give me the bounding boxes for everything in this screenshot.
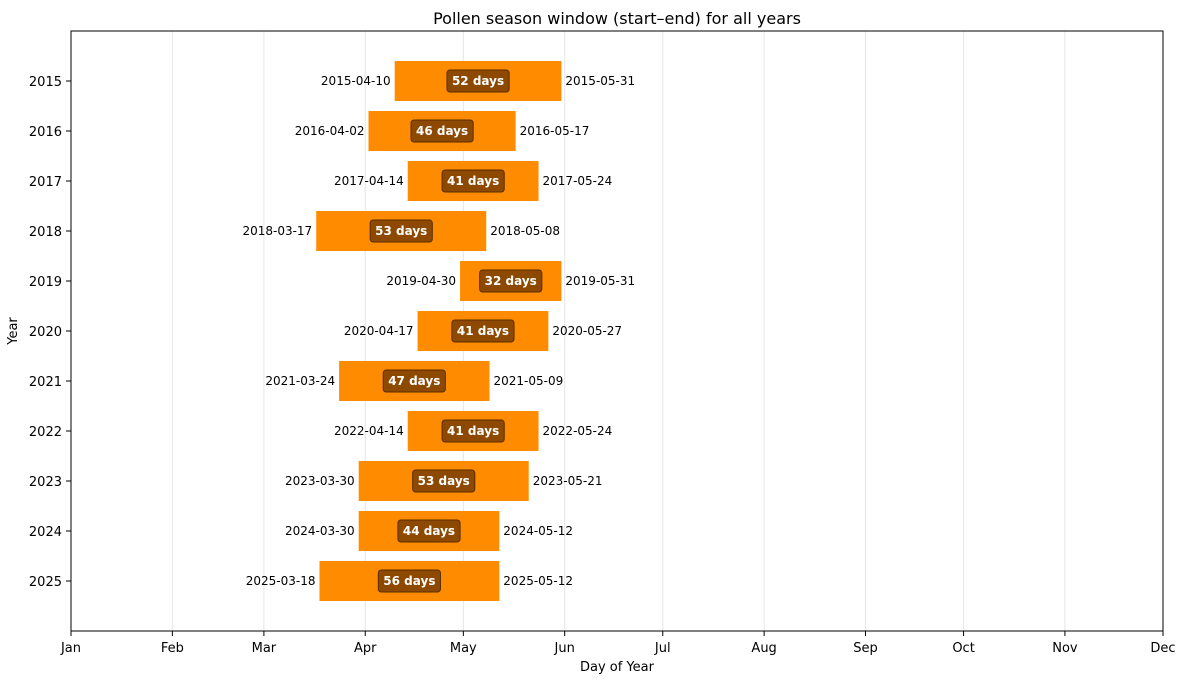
duration-badge xyxy=(382,369,446,393)
end-date-label: 2018-05-08 xyxy=(490,224,560,238)
start-date-label: 2023-03-30 xyxy=(285,474,355,488)
start-date-label: 2017-04-14 xyxy=(334,174,404,188)
duration-label: 41 days xyxy=(447,424,499,438)
y-tick-label: 2025 xyxy=(29,575,62,590)
duration-badge xyxy=(441,169,505,193)
x-tick-label: Apr xyxy=(354,641,377,656)
y-tick-label: 2019 xyxy=(29,275,62,290)
duration-label: 47 days xyxy=(388,374,440,388)
end-date-label: 2015-05-31 xyxy=(565,74,635,88)
end-date-label: 2017-05-24 xyxy=(543,174,613,188)
start-date-label: 2015-04-10 xyxy=(321,74,391,88)
start-date-label: 2025-03-18 xyxy=(246,574,316,588)
x-axis-label: Day of Year xyxy=(580,660,655,675)
duration-label: 53 days xyxy=(418,474,470,488)
end-date-label: 2023-05-21 xyxy=(533,474,603,488)
x-tick-label: Dec xyxy=(1150,641,1175,656)
start-date-label: 2019-04-30 xyxy=(386,274,456,288)
x-tick-label: Aug xyxy=(751,641,776,656)
duration-badge xyxy=(451,319,515,343)
start-date-label: 2022-04-14 xyxy=(334,424,404,438)
end-date-label: 2019-05-31 xyxy=(565,274,635,288)
duration-badge xyxy=(479,269,543,293)
duration-label: 46 days xyxy=(416,124,468,138)
duration-badge xyxy=(377,569,441,593)
y-tick-label: 2024 xyxy=(29,525,62,540)
y-tick-label: 2018 xyxy=(29,225,62,240)
end-date-label: 2025-05-12 xyxy=(503,574,573,588)
duration-badge xyxy=(397,519,461,543)
end-date-label: 2021-05-09 xyxy=(493,374,563,388)
start-date-label: 2018-03-17 xyxy=(242,224,312,238)
duration-label: 53 days xyxy=(375,224,427,238)
chart-title: Pollen season window (start–end) for all… xyxy=(433,9,801,28)
end-date-label: 2020-05-27 xyxy=(552,324,622,338)
y-tick-label: 2015 xyxy=(29,75,62,90)
duration-label: 56 days xyxy=(383,574,435,588)
duration-label: 52 days xyxy=(452,74,504,88)
duration-label: 41 days xyxy=(447,174,499,188)
x-tick-label: May xyxy=(450,641,477,656)
duration-label: 44 days xyxy=(403,524,455,538)
y-axis-label: Year xyxy=(6,317,21,346)
duration-badge xyxy=(412,469,476,493)
start-date-label: 2021-03-24 xyxy=(265,374,335,388)
y-tick-label: 2021 xyxy=(29,375,62,390)
y-tick-label: 2023 xyxy=(29,475,62,490)
start-date-label: 2024-03-30 xyxy=(285,524,355,538)
y-tick-label: 2016 xyxy=(29,125,62,140)
x-tick-label: Mar xyxy=(252,641,277,656)
start-date-label: 2020-04-17 xyxy=(344,324,414,338)
duration-badge xyxy=(441,419,505,443)
x-tick-label: Sep xyxy=(853,641,878,656)
x-tick-label: Jun xyxy=(554,641,575,656)
x-tick-label: Jul xyxy=(654,641,671,656)
x-tick-label: Feb xyxy=(161,641,184,656)
duration-badge xyxy=(410,119,474,143)
duration-badge xyxy=(446,69,510,93)
duration-badge xyxy=(369,219,433,243)
end-date-label: 2022-05-24 xyxy=(543,424,613,438)
start-date-label: 2016-04-02 xyxy=(295,124,365,138)
x-tick-label: Nov xyxy=(1052,641,1078,656)
duration-label: 41 days xyxy=(457,324,509,338)
y-tick-label: 2022 xyxy=(29,425,62,440)
season-bars: 2015-04-10 2015-05-31 52 days 2016-04-02 201… xyxy=(242,61,635,601)
x-tick-label: Jan xyxy=(60,641,81,656)
y-axis: 2015 2016 2017 2018 2019 2020 2021 2022 2023 2024… xyxy=(29,75,71,590)
end-date-label: 2016-05-17 xyxy=(520,124,590,138)
y-tick-label: 2020 xyxy=(29,325,62,340)
y-tick-label: 2017 xyxy=(29,175,62,190)
duration-label: 32 days xyxy=(485,274,537,288)
x-tick-label: Oct xyxy=(952,641,974,656)
x-axis: Jan Feb Mar Apr May Jun Jul Aug Sep Oct Nov Dec xyxy=(60,631,1176,656)
end-date-label: 2024-05-12 xyxy=(503,524,573,538)
